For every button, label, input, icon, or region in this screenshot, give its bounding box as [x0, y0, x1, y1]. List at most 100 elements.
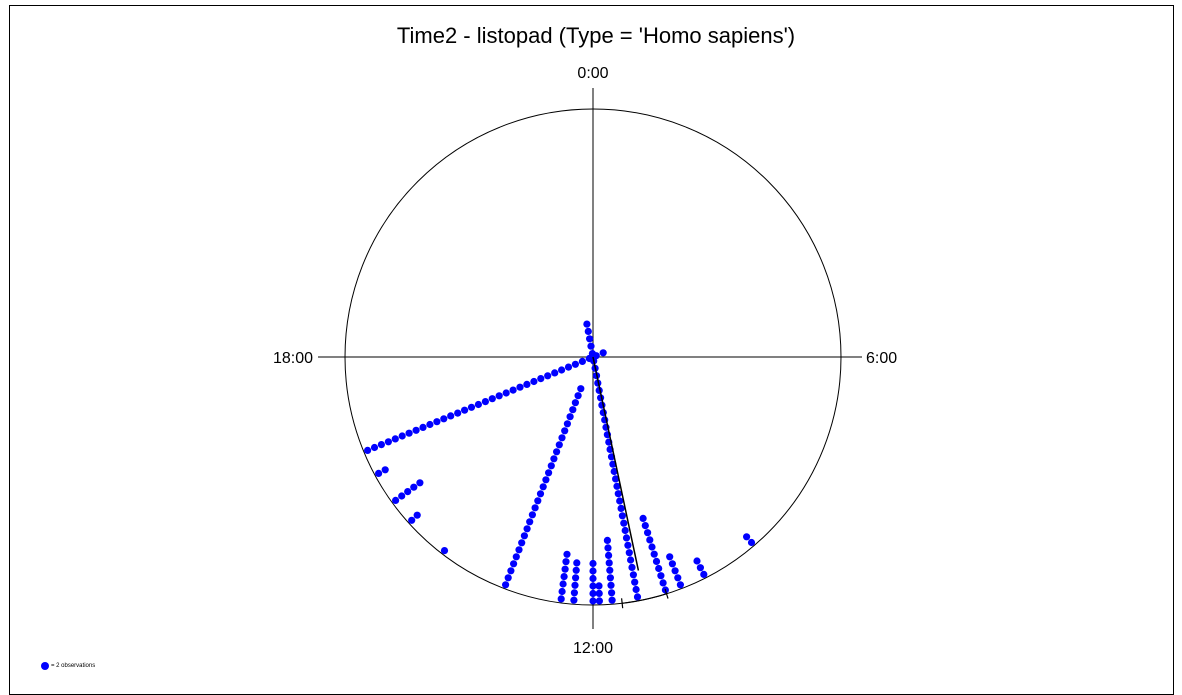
data-dot: [523, 525, 531, 533]
data-dot: [561, 427, 569, 435]
data-dot: [616, 497, 624, 505]
data-dot: [655, 564, 663, 573]
data-dot: [531, 504, 539, 512]
data-dot: [652, 557, 661, 566]
data-dot: [364, 446, 372, 454]
data-dot: [610, 467, 618, 476]
data-dot: [595, 597, 604, 605]
data-dot: [617, 504, 625, 512]
data-dot: [537, 375, 545, 383]
data-dot: [586, 335, 594, 343]
data-dot: [563, 420, 572, 428]
data-dot: [588, 350, 597, 358]
data-dot: [544, 372, 552, 380]
data-dot: [509, 560, 518, 568]
data-dot: [668, 560, 677, 568]
data-dot: [589, 567, 597, 575]
data-dot: [561, 565, 569, 573]
data-dot: [674, 574, 682, 582]
data-dot: [507, 567, 515, 575]
data-dot: [572, 566, 580, 574]
data-dot: [747, 538, 756, 547]
data-dot: [648, 543, 656, 551]
data-dot: [557, 595, 565, 603]
data-dot: [553, 448, 561, 456]
data-dot: [454, 409, 462, 417]
data-dot: [558, 366, 566, 374]
hour-label-0: 0:00: [577, 65, 608, 82]
data-dot: [384, 438, 392, 446]
hour-label-6: 6:00: [866, 350, 897, 367]
data-dot: [595, 582, 603, 590]
data-dot: [628, 563, 636, 572]
confidence-arc: [622, 593, 667, 604]
data-dot: [618, 512, 627, 520]
data-dot: [620, 519, 628, 527]
data-dot: [650, 550, 658, 558]
data-dot: [408, 516, 416, 524]
data-dot: [398, 432, 406, 440]
data-dot: [547, 462, 555, 470]
data-dot: [641, 522, 649, 530]
data-dot: [392, 496, 400, 504]
legend-text: = 2 observations: [51, 663, 96, 669]
data-dot: [700, 570, 708, 579]
data-dot: [696, 564, 705, 572]
data-dot: [639, 514, 647, 523]
data-dot: [391, 435, 399, 443]
data-dot: [589, 597, 597, 605]
data-dot: [512, 553, 520, 561]
data-dot: [572, 574, 580, 582]
data-dot: [516, 383, 524, 391]
data-dot: [627, 556, 635, 564]
data-dot: [633, 593, 642, 601]
data-dot: [578, 357, 587, 365]
data-dot: [502, 389, 510, 397]
data-dot: [676, 581, 685, 589]
data-dot: [447, 412, 455, 420]
data-dot: [502, 581, 510, 589]
data-dot: [474, 400, 482, 409]
data-dot: [574, 392, 582, 400]
data-dot: [613, 482, 621, 490]
data-dot: [370, 443, 379, 452]
data-dot: [589, 574, 597, 583]
data-dot: [622, 534, 631, 542]
data-dot: [413, 511, 421, 519]
data-dot: [560, 573, 568, 581]
data-dot: [631, 578, 639, 586]
confidence-tick: [664, 588, 669, 599]
data-dot: [644, 529, 652, 537]
data-dot: [606, 574, 615, 582]
data-dot: [534, 497, 542, 505]
data-dot: [440, 415, 448, 423]
hour-label-18: 18:00: [273, 350, 313, 367]
data-dot: [539, 483, 547, 491]
data-dot: [671, 567, 679, 575]
data-dot: [481, 398, 489, 406]
data-dot: [461, 406, 469, 414]
data-dot: [589, 559, 597, 568]
data-dot: [608, 589, 616, 597]
data-dot: [657, 572, 665, 580]
data-dot: [666, 553, 674, 561]
data-dot: [693, 557, 701, 565]
data-dot: [515, 546, 523, 554]
data-dot: [530, 377, 538, 386]
data-dot: [528, 511, 537, 519]
data-dot: [542, 476, 550, 484]
data-dot: [599, 349, 607, 357]
data-dot: [412, 426, 420, 434]
data-dot: [577, 385, 585, 393]
observation-dots: [364, 320, 756, 605]
data-dot: [605, 551, 613, 560]
data-dot: [558, 587, 566, 596]
data-dot: [419, 423, 427, 431]
confidence-tick: [621, 598, 624, 609]
data-dot: [564, 363, 573, 371]
data-dot: [571, 399, 580, 407]
data-dot: [555, 441, 563, 449]
data-dot: [416, 479, 424, 487]
data-dot: [526, 518, 534, 526]
data-dot: [573, 559, 581, 567]
